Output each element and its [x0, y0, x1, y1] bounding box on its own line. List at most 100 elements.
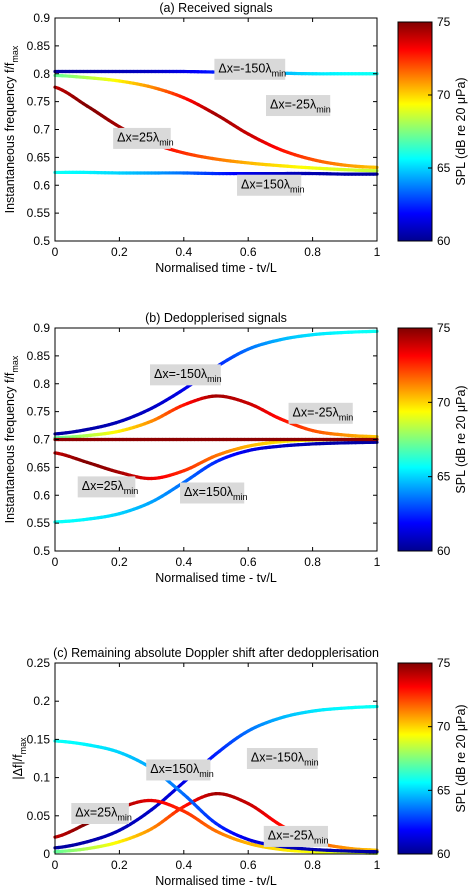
y-tick-label: 0.05 — [27, 809, 51, 823]
axes-box — [54, 662, 378, 855]
colorbar-gradient — [397, 327, 433, 552]
x-tick-label: 0 — [52, 555, 59, 569]
x-axis-label: Normalised time - tv/L — [155, 261, 277, 275]
plot-area — [55, 18, 377, 241]
annotation-label: Δx=-150λmin — [251, 751, 319, 768]
annotation-label: Δx=-25λmin — [293, 405, 354, 422]
colorbar-tick-label: 60 — [437, 847, 451, 861]
y-tick-label: 0.9 — [33, 321, 50, 335]
x-tick-label: 0 — [52, 245, 59, 259]
annotation-label: Δx=-25λmin — [270, 98, 331, 115]
x-axis-label: Normalised time - tv/L — [155, 571, 277, 585]
annotation-box — [150, 364, 221, 386]
colorbar-tick-label: 65 — [437, 783, 451, 797]
annotation: Δx=-150λmin — [246, 748, 319, 769]
annotation: Δx=-150λmin — [214, 58, 286, 80]
chart-panel-0: 0 0.2 0.4 0.6 0.8 1 0.5 0.55 0.6 0.65 0.7 0.75 0.8 0.… — [3, 1, 468, 275]
x-tick-label: 0.4 — [175, 245, 192, 259]
annotation-box — [288, 402, 353, 424]
chart-title: (a) Received signals — [159, 1, 272, 15]
series-line — [53, 170, 379, 176]
annotation-box — [266, 95, 331, 117]
annotation-label: Δx=150λmin — [150, 762, 214, 779]
series-line — [53, 85, 379, 173]
annotation: Δx=-150λmin — [150, 364, 222, 386]
series-line — [53, 704, 379, 850]
colorbar: 60 65 70 75 SPL (dB re 20 μPa) — [397, 15, 468, 248]
y-tick-label: 0.75 — [27, 405, 51, 419]
annotation-label: Δx=150λmin — [184, 485, 248, 502]
y-axis-label: Instantaneous frequency f/fmax — [3, 355, 20, 523]
series-line — [53, 440, 379, 524]
y-tick-label: 0 — [43, 847, 50, 861]
x-tick-label: 0.8 — [304, 858, 321, 872]
annotation: Δx=-25λmin — [266, 95, 331, 117]
chart-title: (c) Remaining absolute Doppler shift aft… — [53, 646, 379, 660]
colorbar-gradient — [397, 21, 433, 242]
annotation-box — [146, 759, 211, 781]
x-tick-label: 1 — [374, 245, 381, 259]
x-tick-label: 0.6 — [240, 858, 257, 872]
annotation-label: Δx=-150λmin — [154, 367, 222, 384]
annotation-box — [246, 748, 318, 769]
annotation: Δx=150λmin — [146, 759, 214, 781]
colorbar: 60 65 70 75 SPL (dB re 20 μPa) — [397, 321, 468, 558]
colorbar-tick-label: 75 — [437, 15, 451, 29]
colorbar-tick-label: 60 — [437, 544, 451, 558]
x-tick-label: 0.6 — [240, 245, 257, 259]
x-tick-label: 1 — [374, 555, 381, 569]
annotation-label: Δx=-150λmin — [218, 61, 286, 78]
annotation: Δx=150λmin — [180, 482, 248, 504]
y-tick-label: 0.85 — [27, 39, 51, 53]
y-tick-label: 0.7 — [33, 433, 50, 447]
chart-panel-2: 0 0.2 0.4 0.6 0.8 1 0 0.05 0.1 0.15 0.2 0.25(c) Rem… — [11, 646, 468, 887]
annotation: Δx=-25λmin — [263, 825, 328, 847]
annotation: Δx=25λmin — [113, 127, 174, 149]
annotation-box — [263, 825, 328, 847]
x-tick-label: 0.2 — [111, 858, 128, 872]
colorbar-gradient — [397, 662, 433, 855]
y-tick-label: 0.1 — [33, 771, 50, 785]
colorbar-label: SPL (dB re 20 μPa) — [454, 77, 468, 185]
annotation-box — [77, 476, 136, 498]
annotation-box — [113, 127, 171, 149]
annotation-label: Δx=25λmin — [117, 130, 174, 147]
annotation: Δx=150λmin — [237, 174, 305, 196]
y-tick-label: 0.75 — [27, 95, 51, 109]
colorbar-tick-label: 75 — [437, 656, 451, 670]
x-tick-label: 0.2 — [111, 555, 128, 569]
colorbar-tick-label: 70 — [437, 720, 451, 734]
x-tick-label: 0.8 — [304, 245, 321, 259]
series-line — [53, 394, 379, 440]
colorbar-tick-label: 60 — [437, 234, 451, 248]
y-axis-label: |Δf|/fmax — [11, 737, 28, 780]
x-tick-label: 0.8 — [304, 555, 321, 569]
annotation: Δx=-25λmin — [288, 402, 354, 424]
annotation: Δx=25λmin — [77, 476, 138, 498]
annotation-label: Δx=150λmin — [241, 177, 305, 194]
y-axis-label: Instantaneous frequency f/fmax — [3, 45, 20, 213]
y-tick-label: 0.2 — [33, 694, 50, 708]
colorbar: 60 65 70 75 SPL (dB re 20 μPa) — [397, 656, 468, 861]
y-tick-label: 0.5 — [33, 544, 50, 558]
x-tick-label: 0.4 — [175, 555, 192, 569]
y-tick-label: 0.8 — [33, 67, 50, 81]
colorbar-tick-label: 65 — [437, 470, 451, 484]
y-tick-label: 0.25 — [27, 656, 51, 670]
y-tick-label: 0.55 — [27, 516, 51, 530]
x-tick-label: 1 — [374, 858, 381, 872]
colorbar-label: SPL (dB re 20 μPa) — [454, 704, 468, 812]
annotation-box — [71, 803, 129, 825]
chart-panel-1: 0 0.2 0.4 0.6 0.8 1 0.5 0.55 0.6 0.65 0.7 0.75 0.8 0.… — [3, 311, 468, 585]
y-tick-label: 0.6 — [33, 488, 50, 502]
y-tick-label: 0.65 — [27, 150, 51, 164]
annotation-box — [237, 174, 302, 196]
annotation-label: Δx=25λmin — [75, 806, 132, 823]
series-line — [53, 73, 379, 170]
y-tick-label: 0.55 — [27, 206, 51, 220]
x-tick-label: 0 — [52, 858, 59, 872]
y-tick-label: 0.15 — [27, 732, 51, 746]
y-tick-label: 0.6 — [33, 178, 50, 192]
x-tick-label: 0.6 — [240, 555, 257, 569]
